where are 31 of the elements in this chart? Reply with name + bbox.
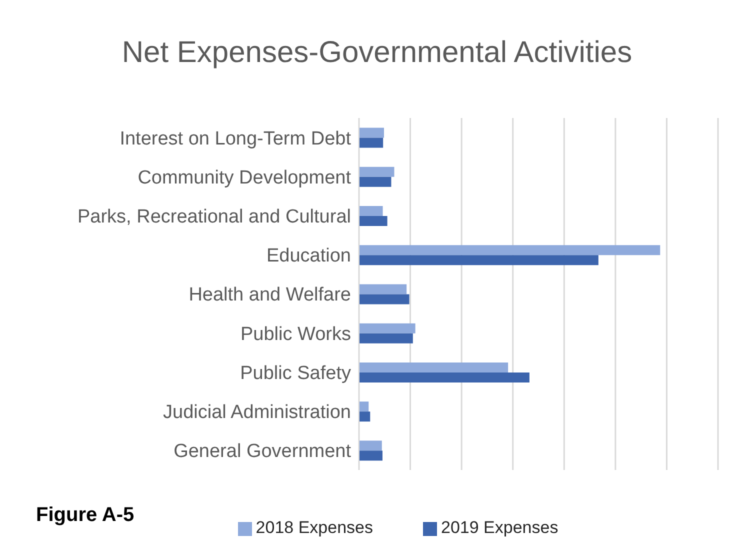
bar — [359, 440, 382, 451]
bar — [359, 412, 370, 422]
chart-title: Net Expenses-Governmental Activities — [120, 36, 634, 70]
legend-label: 2019 Expenses — [441, 518, 558, 537]
y-tick-label: Parks, Recreational and Cultural — [77, 206, 351, 228]
y-tick-label: Health and Welfare — [188, 284, 351, 306]
bar — [359, 362, 508, 372]
y-tick-label: Interest on Long-Term Debt — [120, 128, 352, 150]
y-tick-label: Education — [266, 246, 351, 267]
bar — [359, 402, 369, 412]
bar — [359, 128, 384, 138]
y-tick-label: Community Development — [138, 167, 352, 188]
bar — [359, 176, 392, 187]
bar — [359, 284, 407, 294]
bar — [359, 245, 660, 256]
y-tick-label: General Government — [174, 441, 352, 462]
bar — [359, 255, 598, 266]
bar — [359, 294, 410, 304]
bar — [359, 450, 382, 461]
y-tick-label: Judicial Administration — [163, 402, 351, 424]
bar — [359, 323, 416, 334]
bar — [359, 166, 394, 177]
bar — [359, 138, 384, 148]
y-tick-label: Public Safety — [240, 362, 352, 384]
legend-label: 2018 Expenses — [256, 518, 373, 537]
bar — [359, 333, 413, 344]
bar — [359, 372, 530, 382]
bar — [359, 216, 388, 226]
bar — [359, 206, 383, 216]
y-tick-label: Public Works — [240, 324, 351, 345]
text: Figure A-5 — [36, 504, 134, 527]
